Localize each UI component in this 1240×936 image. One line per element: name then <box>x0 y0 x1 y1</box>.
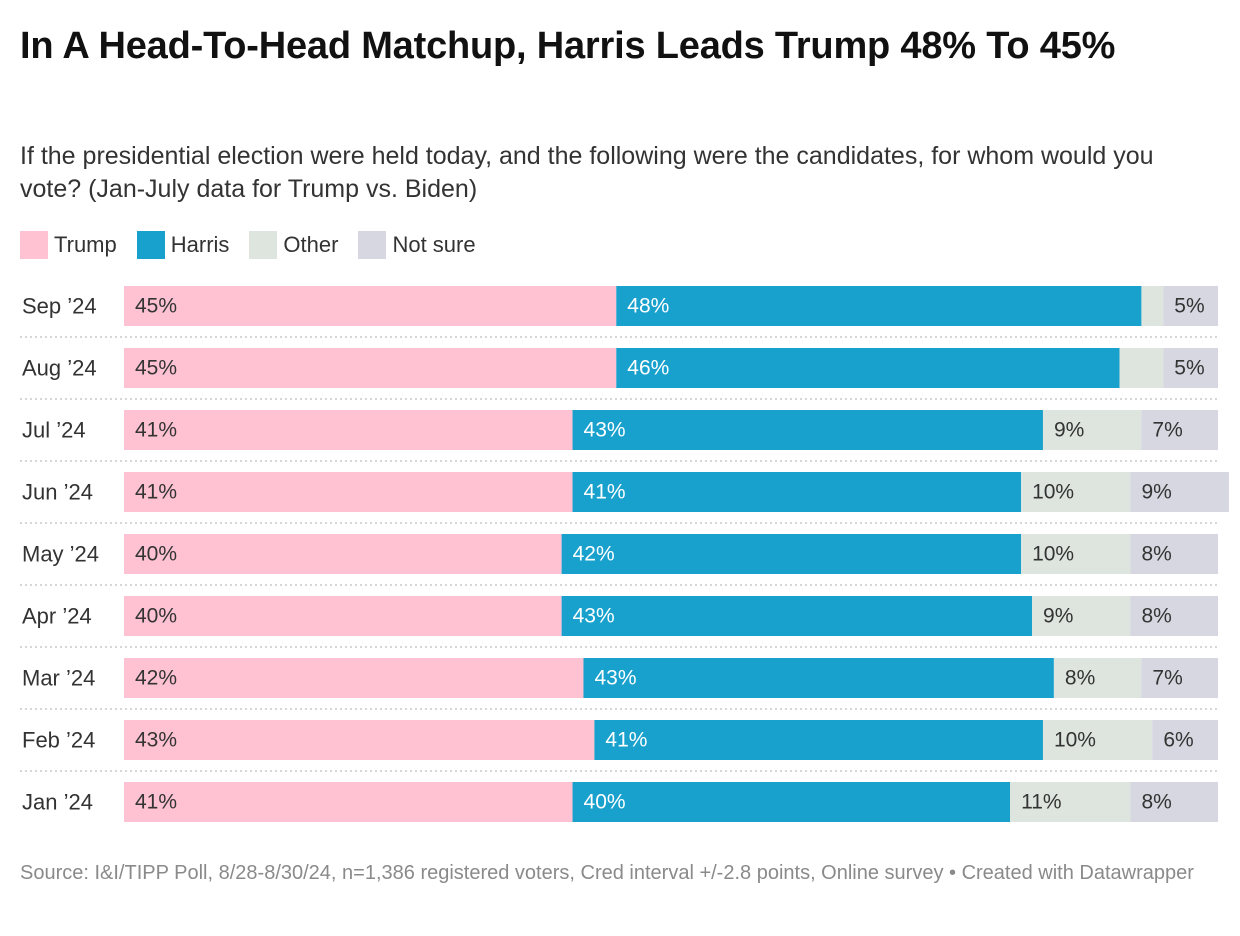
bar-not-sure-may-24 <box>1130 534 1218 574</box>
value-label-not-sure-mar-24: 7% <box>1152 667 1182 690</box>
bar-trump-jun-24 <box>124 472 573 512</box>
value-label-other-may-24: 10% <box>1032 543 1074 566</box>
bar-other-aug-24 <box>1119 348 1164 388</box>
value-label-harris-mar-24: 43% <box>594 667 636 690</box>
legend-item-trump: Trump <box>20 231 117 259</box>
bar-other-apr-24 <box>1032 596 1131 636</box>
legend-label-other: Other <box>283 232 339 257</box>
value-label-other-mar-24: 8% <box>1065 667 1095 690</box>
value-label-not-sure-jan-24: 8% <box>1141 791 1171 814</box>
bar-harris-may-24 <box>561 534 1022 574</box>
value-label-trump-jul-24: 41% <box>135 419 177 442</box>
bar-harris-jan-24 <box>572 782 1011 822</box>
legend-label-trump: Trump <box>54 232 117 257</box>
bar-other-jan-24 <box>1010 782 1131 822</box>
value-label-other-jan-24: 11% <box>1021 791 1061 814</box>
value-label-not-sure-sep-24: 5% <box>1174 295 1204 318</box>
chart-title: In A Head-To-Head Matchup, Harris Leads … <box>20 25 1116 67</box>
bar-trump-may-24 <box>124 534 562 574</box>
bar-not-sure-sep-24 <box>1163 286 1218 326</box>
bar-trump-mar-24 <box>124 658 584 698</box>
bar-not-sure-jun-24 <box>1130 472 1229 512</box>
value-label-harris-feb-24: 41% <box>605 729 647 752</box>
bar-trump-jan-24 <box>124 782 573 822</box>
row-label-apr-24: Apr ’24 <box>22 604 92 629</box>
bar-not-sure-apr-24 <box>1130 596 1218 636</box>
value-label-harris-jan-24: 40% <box>584 791 626 814</box>
value-label-harris-sep-24: 48% <box>627 295 669 318</box>
value-label-other-jun-24: 10% <box>1032 481 1074 504</box>
legend-swatch-trump <box>20 231 48 259</box>
bar-trump-apr-24 <box>124 596 562 636</box>
value-label-trump-aug-24: 45% <box>135 357 177 380</box>
value-label-not-sure-may-24: 8% <box>1141 543 1171 566</box>
bar-other-jul-24 <box>1042 410 1142 450</box>
value-label-trump-apr-24: 40% <box>135 605 177 628</box>
bar-not-sure-mar-24 <box>1141 658 1218 698</box>
value-label-trump-sep-24: 45% <box>135 295 177 318</box>
value-label-harris-jul-24: 43% <box>584 419 626 442</box>
bar-trump-feb-24 <box>124 720 595 760</box>
bar-other-feb-24 <box>1042 720 1153 760</box>
row-label-jan-24: Jan ’24 <box>22 790 93 815</box>
bar-other-may-24 <box>1021 534 1131 574</box>
value-label-harris-apr-24: 43% <box>573 605 615 628</box>
row-label-may-24: May ’24 <box>22 542 99 567</box>
bar-harris-mar-24 <box>583 658 1054 698</box>
legend-label-not-sure: Not sure <box>392 232 476 257</box>
bar-not-sure-aug-24 <box>1163 348 1218 388</box>
row-label-sep-24: Sep ’24 <box>22 294 97 319</box>
legend-item-harris: Harris <box>136 231 230 259</box>
chart-subtitle: If the presidential election were held t… <box>20 142 1154 203</box>
value-label-trump-feb-24: 43% <box>135 729 177 752</box>
bar-other-jun-24 <box>1021 472 1131 512</box>
value-label-trump-may-24: 40% <box>135 543 177 566</box>
bar-trump-jul-24 <box>124 410 573 450</box>
bar-other-mar-24 <box>1053 658 1142 698</box>
row-label-jul-24: Jul ’24 <box>22 418 86 443</box>
legend-swatch-not-sure <box>358 231 387 259</box>
value-label-trump-mar-24: 42% <box>135 667 177 690</box>
bar-not-sure-jul-24 <box>1141 410 1218 450</box>
value-label-other-apr-24: 9% <box>1043 605 1073 628</box>
bar-other-sep-24 <box>1141 286 1164 326</box>
value-label-not-sure-jun-24: 9% <box>1141 481 1171 504</box>
value-label-trump-jun-24: 41% <box>135 481 177 504</box>
bar-harris-aug-24 <box>616 348 1120 388</box>
value-label-not-sure-aug-24: 5% <box>1174 357 1204 380</box>
bar-harris-jun-24 <box>572 472 1022 512</box>
legend-item-other: Other <box>249 231 338 259</box>
bar-trump-aug-24 <box>124 348 617 388</box>
bar-harris-sep-24 <box>616 286 1142 326</box>
bar-trump-sep-24 <box>124 286 617 326</box>
legend-swatch-harris <box>136 231 165 259</box>
legend: Trump Harris Other Not sure <box>20 229 496 261</box>
bar-harris-feb-24 <box>594 720 1043 760</box>
legend-swatch-other <box>249 231 278 259</box>
bar-not-sure-jan-24 <box>1130 782 1218 822</box>
value-label-trump-jan-24: 41% <box>135 791 177 814</box>
row-label-jun-24: Jun ’24 <box>22 480 93 505</box>
value-label-not-sure-jul-24: 7% <box>1152 419 1182 442</box>
legend-item-not-sure: Not sure <box>358 231 476 259</box>
value-label-other-feb-24: 10% <box>1054 729 1096 752</box>
row-label-mar-24: Mar ’24 <box>22 666 95 691</box>
row-label-feb-24: Feb ’24 <box>22 728 95 753</box>
legend-label-harris: Harris <box>170 232 230 257</box>
value-label-other-jul-24: 9% <box>1054 419 1084 442</box>
stacked-bar-plot: Sep ’24 45% 48% 5% Aug ’24 45% 46% 5% Jul ’24 41%… <box>20 286 1229 822</box>
bar-harris-apr-24 <box>561 596 1033 636</box>
value-label-not-sure-apr-24: 8% <box>1141 605 1171 628</box>
source-note: Source: I&I/TIPP Poll, 8/28-8/30/24, n=1… <box>20 862 1194 884</box>
value-label-not-sure-feb-24: 6% <box>1163 729 1193 752</box>
value-label-harris-aug-24: 46% <box>627 357 669 380</box>
row-label-aug-24: Aug ’24 <box>22 356 97 381</box>
value-label-harris-jun-24: 41% <box>584 481 626 504</box>
bar-harris-jul-24 <box>572 410 1043 450</box>
bar-not-sure-feb-24 <box>1152 720 1218 760</box>
value-label-harris-may-24: 42% <box>573 543 615 566</box>
